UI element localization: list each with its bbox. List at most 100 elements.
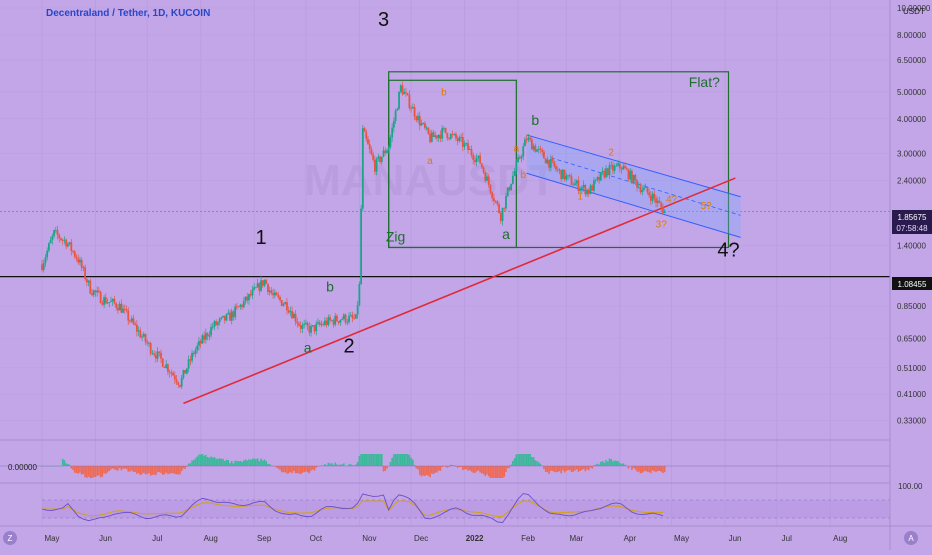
macd-bar xyxy=(486,466,488,474)
timezone-button[interactable]: Z xyxy=(3,531,17,545)
macd-bar xyxy=(362,454,364,466)
macd-bar xyxy=(509,466,511,468)
macd-bar xyxy=(171,466,173,473)
candle-body xyxy=(126,309,128,311)
candle-body xyxy=(119,304,121,311)
candle-body xyxy=(490,185,492,193)
candle-body xyxy=(564,170,566,180)
macd-value-label: 0.00000 xyxy=(8,463,37,472)
candle-body xyxy=(645,187,647,188)
macd-bar xyxy=(659,466,661,471)
candle-body xyxy=(283,304,285,306)
macd-bar xyxy=(419,466,421,475)
candle-body xyxy=(517,157,519,162)
macd-bar xyxy=(162,466,164,475)
candle-body xyxy=(531,139,533,149)
macd-bar xyxy=(179,466,181,474)
candle-body xyxy=(590,185,592,194)
candle-body xyxy=(569,175,571,176)
support-price-tag: 1.08455 xyxy=(892,277,932,290)
candle-body xyxy=(208,335,210,336)
macd-bar xyxy=(650,466,652,473)
candle-body xyxy=(127,311,129,321)
time-tick-label: Jul xyxy=(152,534,162,543)
wave-label: 1 xyxy=(255,227,266,249)
macd-bar xyxy=(557,466,559,472)
candle-body xyxy=(122,309,124,313)
candle-body xyxy=(331,320,333,321)
candle-body xyxy=(565,176,567,180)
macd-bar xyxy=(391,458,393,466)
candle-body xyxy=(481,163,483,167)
macd-bar xyxy=(393,454,395,466)
candle-body xyxy=(476,158,478,162)
candle-body xyxy=(103,297,105,304)
macd-bar xyxy=(535,460,537,466)
candle-body xyxy=(231,311,233,320)
macd-bar xyxy=(286,466,288,474)
candle-body xyxy=(155,355,157,359)
macd-bar xyxy=(365,454,367,466)
macd-bar xyxy=(421,466,423,476)
candle-body xyxy=(419,116,421,126)
macd-bar xyxy=(133,466,135,472)
macd-bar xyxy=(583,466,585,469)
candle-body xyxy=(210,327,212,335)
auto-scale-button[interactable]: A xyxy=(904,531,918,545)
macd-bar xyxy=(203,456,205,466)
macd-bar xyxy=(165,466,167,473)
macd-bar xyxy=(621,464,623,466)
macd-bar xyxy=(214,457,216,466)
candle-body xyxy=(329,317,331,320)
wave-label: b xyxy=(326,278,334,294)
candle-body xyxy=(114,299,116,303)
macd-bar xyxy=(390,462,392,466)
candle-body xyxy=(158,351,160,352)
macd-bar xyxy=(547,466,549,472)
wave-label: a xyxy=(427,156,433,167)
price-tick-label: 2.40000 xyxy=(897,177,926,186)
macd-bar xyxy=(436,466,438,473)
macd-bar xyxy=(655,466,657,472)
candle-body xyxy=(255,287,257,288)
macd-bar xyxy=(279,466,281,470)
macd-bar xyxy=(108,466,110,471)
candle-body xyxy=(657,201,659,203)
candle-body xyxy=(196,346,198,350)
macd-bar xyxy=(164,466,166,474)
candle-body xyxy=(388,147,390,150)
macd-bar xyxy=(505,466,507,472)
candle-body xyxy=(412,107,414,109)
macd-bar xyxy=(467,466,469,471)
macd-bar xyxy=(136,466,138,474)
macd-bar xyxy=(522,454,524,466)
candle-body xyxy=(426,128,428,129)
macd-bar xyxy=(493,466,495,478)
symbol-title[interactable]: Decentraland / Tether, 1D, KUCOIN xyxy=(46,8,210,19)
macd-bar xyxy=(476,466,478,471)
candle-body xyxy=(79,260,81,263)
candle-body xyxy=(462,137,464,147)
candle-body xyxy=(262,280,264,285)
macd-bar xyxy=(100,466,102,477)
candle-body xyxy=(200,341,202,343)
macd-bar xyxy=(93,466,95,477)
candle-body xyxy=(188,359,190,368)
candle-body xyxy=(491,193,493,198)
macd-bar xyxy=(191,460,193,466)
candle-body xyxy=(509,187,511,190)
candle-body xyxy=(195,350,197,354)
candle-body xyxy=(307,323,309,326)
candle-body xyxy=(117,308,119,311)
macd-bar xyxy=(238,461,240,466)
macd-bar xyxy=(395,454,397,466)
macd-bar xyxy=(188,464,190,466)
macd-bar xyxy=(381,454,383,466)
candle-body xyxy=(224,316,226,321)
candle-body xyxy=(91,294,93,295)
candle-body xyxy=(610,165,612,166)
candle-body xyxy=(314,325,316,331)
candle-body xyxy=(245,297,247,302)
candle-body xyxy=(619,163,621,168)
